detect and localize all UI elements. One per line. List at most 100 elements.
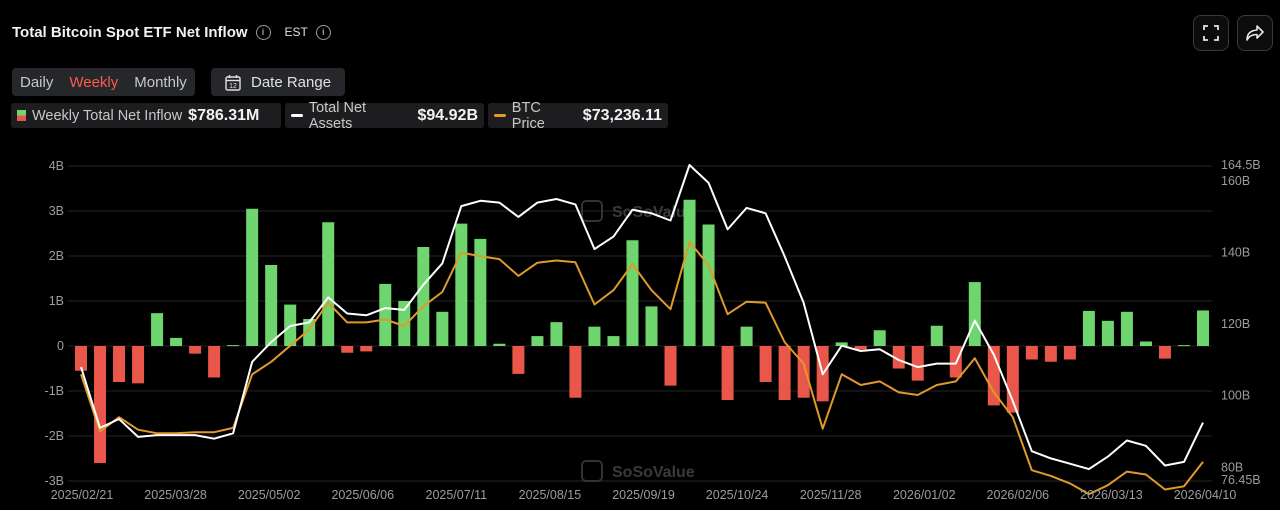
period-weekly[interactable]: Weekly	[69, 73, 119, 91]
inflow-bar	[189, 346, 202, 354]
inflow-bar	[911, 346, 924, 381]
fullscreen-button[interactable]	[1193, 15, 1229, 51]
inflow-bar	[75, 346, 87, 371]
right-axis-tick-label: 76.45B	[1221, 473, 1261, 487]
inflow-bar	[455, 223, 468, 346]
inflow-bar	[341, 346, 354, 353]
x-axis-tick-label: 2025/11/28	[800, 488, 862, 502]
left-axis-tick-label: 0	[57, 339, 64, 353]
watermark-logo-icon	[581, 460, 603, 482]
right-axis-tick-label: 164.5B	[1221, 158, 1261, 172]
chart-title: Total Bitcoin Spot ETF Net Inflow	[12, 23, 248, 41]
share-button[interactable]	[1237, 15, 1273, 51]
watermark-text: SoSoValue	[612, 204, 695, 221]
left-axis-tick-label: 1B	[49, 294, 64, 308]
x-axis-tick-label: 2025/10/24	[706, 488, 769, 502]
inflow-bar	[474, 238, 487, 346]
chart-header: Total Bitcoin Spot ETF Net Inflow i EST …	[12, 22, 331, 42]
inflow-bar	[683, 199, 696, 346]
inflow-bar	[398, 301, 411, 346]
x-axis-tick-label: 2025/02/21	[51, 488, 114, 502]
inflow-bar	[892, 346, 905, 369]
legend-btc[interactable]: BTC Price $73,236.11	[488, 100, 668, 132]
inflow-bar	[512, 346, 525, 374]
timezone-label: EST	[284, 25, 308, 39]
svg-text:12: 12	[229, 83, 237, 90]
fullscreen-icon	[1203, 25, 1219, 41]
inflow-bar	[132, 346, 145, 384]
calendar-icon: 12	[225, 74, 241, 91]
share-icon	[1246, 25, 1264, 41]
x-axis-tick-label: 2025/07/11	[426, 488, 488, 502]
inflow-bar	[246, 208, 259, 346]
x-axis-tick-label: 2026/04/10	[1174, 488, 1237, 502]
inflow-bar	[626, 240, 639, 346]
inflow-bar	[1177, 345, 1190, 347]
left-axis-tick-label: -3B	[45, 474, 64, 488]
inflow-bar	[436, 311, 449, 346]
left-axis-tick-label: 4B	[49, 159, 64, 173]
right-axis-tick-label: 140B	[1221, 246, 1250, 260]
inflow-bar	[379, 283, 392, 346]
right-axis-tick-label: 120B	[1221, 317, 1250, 331]
inflow-bar	[1120, 311, 1133, 346]
inflow-chart[interactable]: SoSoValue SoSoValue 4B 3B 2B 1B 0 -1B -2B -3B 164…	[0, 150, 1280, 510]
inflow-bar	[417, 247, 430, 346]
inflow-bar	[360, 346, 373, 352]
left-axis-tick-label: -2B	[45, 429, 64, 443]
x-axis-tick-label: 2025/03/28	[144, 488, 207, 502]
inflow-bar	[664, 346, 677, 386]
inflow-bar	[702, 224, 715, 346]
left-axis-tick-label: 2B	[49, 249, 64, 263]
inflow-bar	[227, 345, 240, 347]
inflow-bar	[151, 313, 164, 346]
inflow-bar	[531, 336, 544, 346]
inflow-bar	[930, 325, 943, 346]
period-daily[interactable]: Daily	[20, 73, 54, 91]
legend-inflow[interactable]: Weekly Total Net Inflow $786.31M	[11, 103, 281, 128]
inflow-bar	[1063, 346, 1076, 360]
x-axis-tick-label: 2025/05/02	[238, 488, 301, 502]
legend-assets-name: Total Net Assets	[308, 99, 367, 132]
left-axis-tick-label: -1B	[45, 384, 64, 398]
legend-btc-value: $73,236.11	[582, 106, 662, 124]
inflow-bar	[170, 337, 183, 346]
total-net-assets-line	[80, 164, 1204, 471]
watermark: SoSoValue	[581, 460, 695, 482]
inflow-bar	[607, 336, 620, 346]
watermark-logo-icon	[581, 200, 603, 222]
right-axis-tick-label: 80B	[1221, 460, 1243, 474]
info-icon[interactable]: i	[255, 24, 271, 40]
bar-swatch-icon	[17, 110, 26, 121]
x-axis-tick-label: 2026/02/06	[987, 488, 1050, 502]
btc-price-line	[80, 240, 1204, 496]
inflow-bar	[740, 326, 753, 346]
legend-assets-value: $94.92B	[417, 106, 479, 124]
x-axis-tick-label: 2025/06/06	[331, 488, 394, 502]
inflow-bar	[1139, 341, 1152, 346]
inflow-bar	[759, 346, 772, 382]
date-range-button[interactable]: 12 Date Range	[211, 68, 345, 96]
inflow-bar	[797, 346, 810, 398]
inflow-bar	[1197, 310, 1209, 346]
legend-assets[interactable]: Total Net Assets $94.92B	[285, 100, 484, 132]
period-selector: Daily Weekly Monthly	[12, 68, 195, 96]
inflow-bar	[265, 265, 278, 346]
inflow-bar	[550, 322, 563, 346]
inflow-bar	[1082, 310, 1095, 346]
inflow-bar	[94, 346, 107, 463]
inflow-bar	[113, 346, 126, 382]
inflow-bar	[1101, 320, 1114, 346]
inflow-bar	[569, 346, 582, 398]
inflow-bar	[721, 346, 734, 400]
inflow-bar	[1158, 346, 1171, 359]
inflow-bar	[1025, 346, 1038, 360]
inflow-bar	[854, 346, 867, 350]
inflow-bar	[208, 346, 221, 378]
x-axis-tick-label: 2026/01/02	[893, 488, 956, 502]
inflow-bar	[778, 346, 791, 400]
legend-btc-name: BTC Price	[511, 99, 545, 132]
left-axis-tick-label: 3B	[49, 204, 64, 218]
timezone-info-icon[interactable]: i	[315, 24, 331, 40]
period-monthly[interactable]: Monthly	[134, 73, 187, 91]
